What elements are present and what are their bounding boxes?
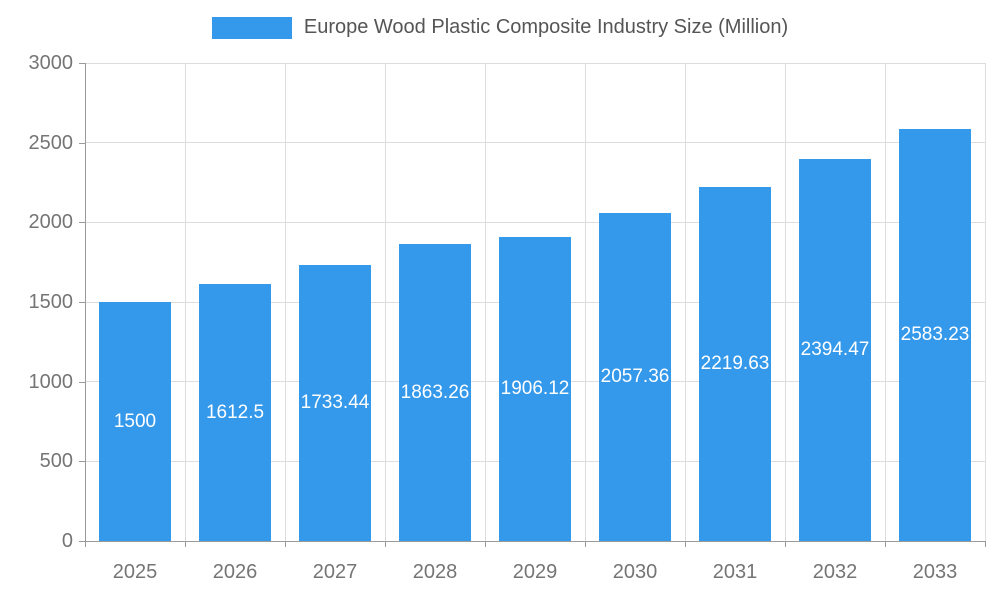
bar: 1500 xyxy=(99,302,171,541)
bar-value-label: 1612.5 xyxy=(205,401,265,423)
legend-swatch xyxy=(211,16,292,39)
x-axis-tick-label: 2033 xyxy=(912,561,958,583)
bar-value-label: 2583.23 xyxy=(900,324,970,345)
x-tick xyxy=(285,541,286,547)
bar: 2219.63 xyxy=(699,187,771,541)
y-tick xyxy=(79,461,85,463)
x-axis-tick-label: 2029 xyxy=(512,561,558,583)
x-axis-line xyxy=(85,541,986,542)
bar: 1612.5 xyxy=(199,284,271,541)
y-gridline xyxy=(85,62,985,64)
y-axis-tick-label: 1000 xyxy=(28,370,74,393)
y-axis-tick-label: 3000 xyxy=(28,52,74,74)
bar: 2394.47 xyxy=(799,159,871,541)
x-tick xyxy=(185,541,186,547)
x-axis-tick-label: 2025 xyxy=(112,561,158,583)
bar-value-label: 2219.63 xyxy=(700,353,770,374)
x-tick xyxy=(585,541,586,547)
x-gridline xyxy=(584,63,586,541)
chart-legend: Europe Wood Plastic Composite Industry S… xyxy=(0,16,1000,39)
y-tick xyxy=(79,63,85,64)
y-axis-line xyxy=(85,63,86,541)
y-gridline xyxy=(85,142,985,144)
x-tick xyxy=(985,541,986,547)
bar: 2583.23 xyxy=(899,129,971,541)
plot-area: 1500 1612.5 1733.44 1863.26 1906.12 2057.36 22… xyxy=(85,62,986,541)
x-gridline xyxy=(184,63,186,541)
y-axis-tick-label: 2500 xyxy=(28,131,74,154)
y-gridline xyxy=(85,221,985,223)
y-tick xyxy=(79,302,85,303)
x-axis-tick-label: 2028 xyxy=(412,561,458,583)
x-tick xyxy=(485,541,486,547)
x-tick xyxy=(685,541,686,547)
bar-value-label: 1863.26 xyxy=(400,381,470,403)
bar: 1733.44 xyxy=(299,265,371,541)
y-tick xyxy=(79,381,85,383)
y-tick xyxy=(79,541,85,542)
y-tick xyxy=(79,222,85,224)
x-tick xyxy=(785,541,786,547)
bar-value-label: 1906.12 xyxy=(500,378,570,399)
x-axis-tick-label: 2027 xyxy=(312,561,358,583)
bar-value-label: 2057.36 xyxy=(600,366,670,387)
x-tick xyxy=(385,541,386,547)
y-axis-tick-label: 2000 xyxy=(28,211,74,234)
x-axis-tick-label: 2032 xyxy=(812,561,858,583)
x-tick xyxy=(885,541,886,547)
y-tick xyxy=(79,142,85,144)
bar: 1863.26 xyxy=(399,244,471,541)
x-gridline xyxy=(284,63,286,541)
x-gridline xyxy=(984,63,986,541)
x-gridline xyxy=(384,63,386,541)
x-gridline xyxy=(784,63,786,541)
x-axis-tick-label: 2030 xyxy=(612,561,658,583)
x-gridline xyxy=(684,63,686,541)
y-axis-tick-label: 500 xyxy=(39,450,73,473)
bar-value-label: 2394.47 xyxy=(800,339,870,360)
bar-value-label: 1500 xyxy=(113,410,157,432)
bar-value-label: 1733.44 xyxy=(300,392,370,413)
x-gridline xyxy=(884,63,886,541)
x-tick xyxy=(85,541,86,547)
y-axis-tick-label: 1500 xyxy=(28,291,74,313)
x-axis-tick-label: 2031 xyxy=(712,561,758,583)
bar: 1906.12 xyxy=(499,237,571,541)
y-axis-tick-label: 0 xyxy=(61,530,73,552)
bar: 2057.36 xyxy=(599,213,671,541)
chart-title: Europe Wood Plastic Composite Industry S… xyxy=(303,16,789,38)
x-axis-tick-label: 2026 xyxy=(212,561,258,583)
x-gridline xyxy=(484,63,486,541)
